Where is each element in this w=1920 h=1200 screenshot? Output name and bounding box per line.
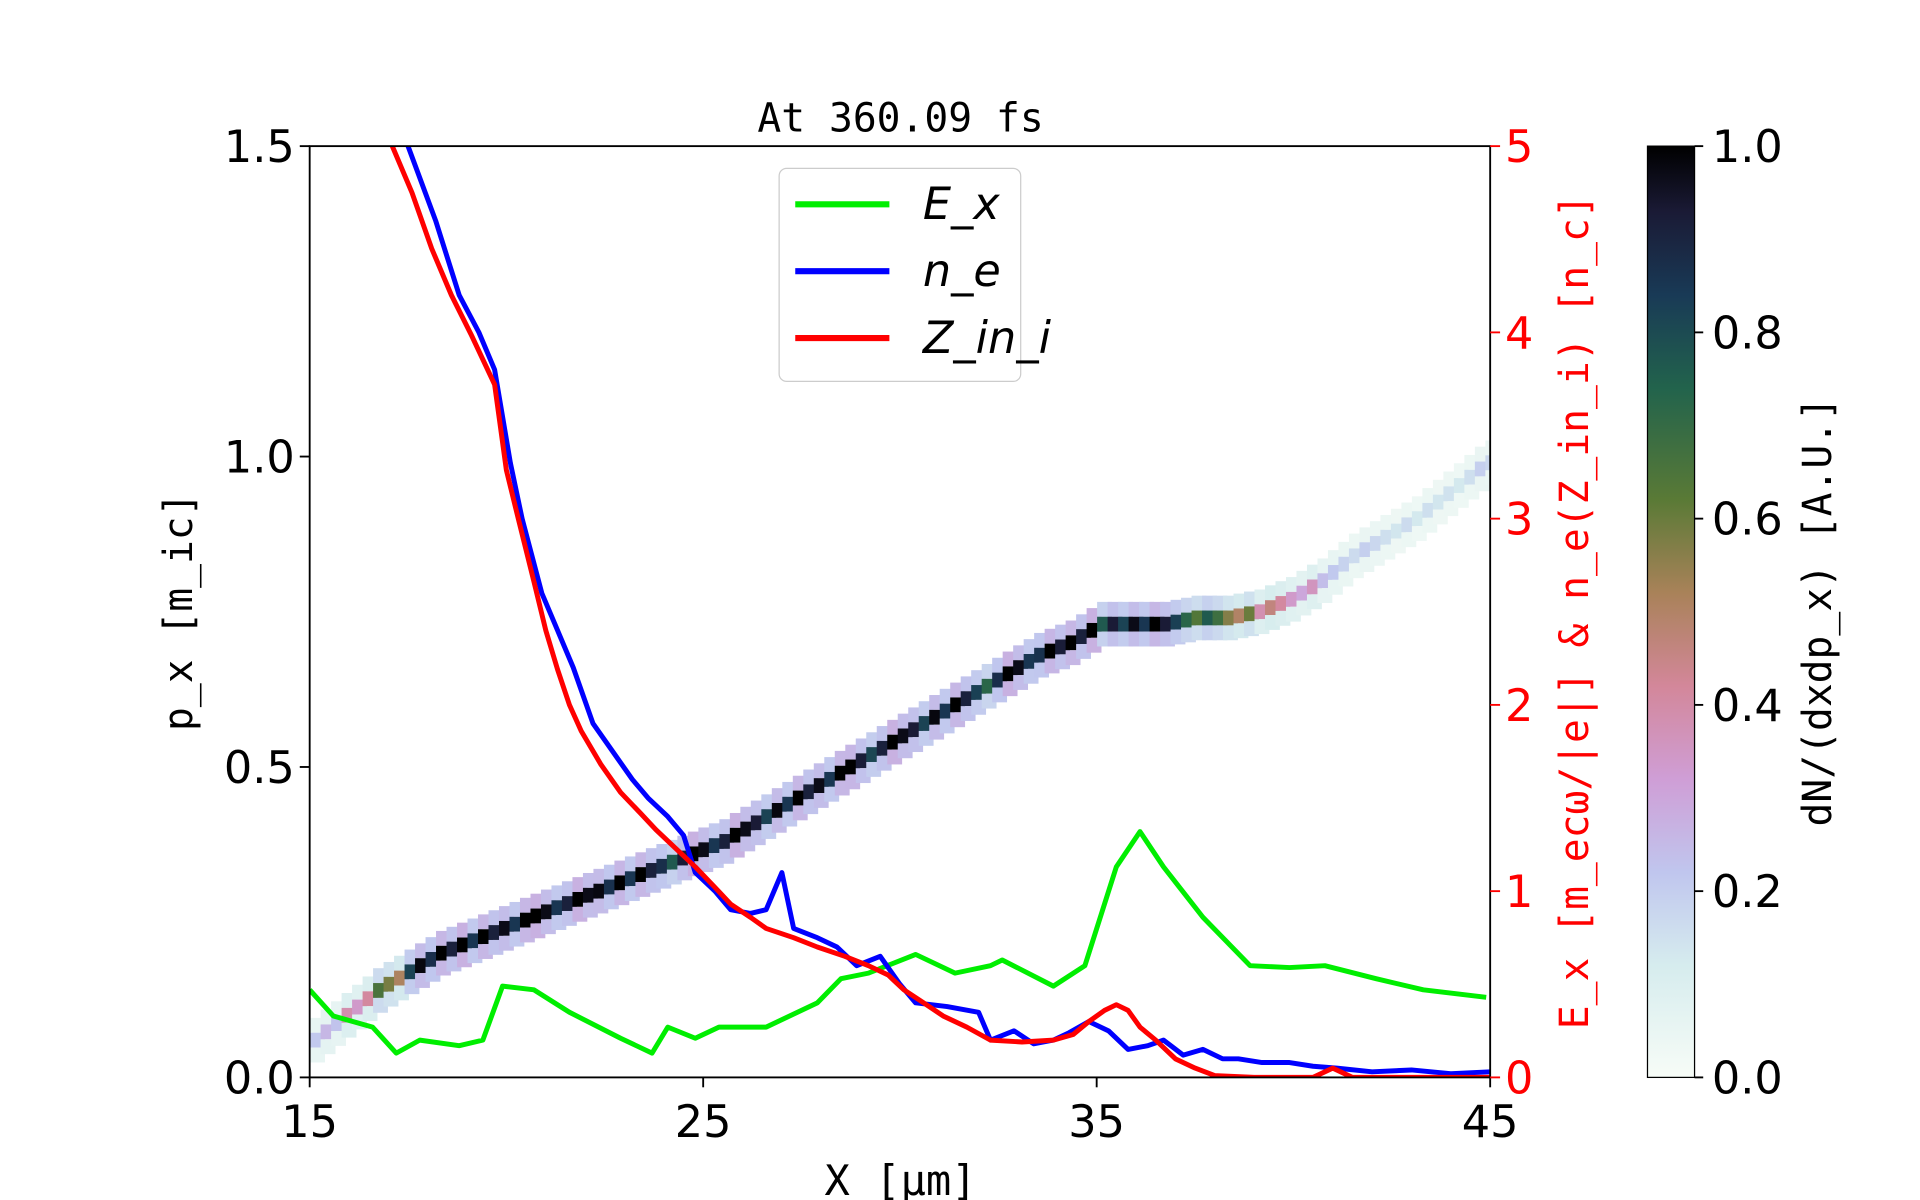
x-tick-label: 35 <box>1068 1096 1125 1148</box>
y-tick-label-right: 3 <box>1505 494 1533 546</box>
colorbar-tick-label: 0.6 <box>1712 494 1783 546</box>
x-tick-label: 25 <box>675 1096 732 1148</box>
axis-ticks: 15 25 35 450.00.51.01.50123450.00.20.40.60.… <box>224 121 1783 1148</box>
heatmap-cell <box>1485 455 1491 471</box>
colorbar-tick-label: 0.2 <box>1712 866 1783 918</box>
y-tick-label-right: 2 <box>1505 680 1533 732</box>
legend-label-zn: Z_in_i <box>922 312 1052 364</box>
heatmap-cell <box>1485 440 1491 456</box>
line-series <box>309 146 1491 1078</box>
x-tick-label: 15 <box>281 1096 338 1148</box>
colorbar <box>1646 145 1696 1079</box>
x-tick-label: 45 <box>1462 1096 1519 1148</box>
y-axis-label-right: E_x [m_ecω/|e|] & n_e(Z_in_i) [n_c] <box>1552 194 1598 1029</box>
plot-frame <box>308 145 1492 1079</box>
heatmap-cell <box>1496 449 1511 464</box>
colorbar-tick-label: 0.0 <box>1712 1053 1783 1105</box>
colorbar-tick-label: 0.8 <box>1712 307 1783 359</box>
y-tick-label-left: 0.5 <box>224 742 295 794</box>
legend-label-ne: n_e <box>923 245 1001 297</box>
colorbar-label: dN/(dxdp_x) [A.U.] <box>1795 397 1841 826</box>
series-line-ex <box>309 829 1487 1056</box>
colorbar-tick-label: 0.4 <box>1712 680 1783 732</box>
y-tick-label-right: 0 <box>1505 1053 1533 1105</box>
series-line-zn <box>390 146 1491 1078</box>
y-tick-label-right: 5 <box>1505 121 1533 173</box>
phase-space-heatmap <box>310 434 1511 1063</box>
y-tick-label-left: 1.0 <box>224 432 295 484</box>
series-line-ne <box>405 146 1491 1077</box>
y-tick-label-right: 4 <box>1505 307 1533 359</box>
y-tick-label-left: 0.0 <box>224 1053 295 1105</box>
y-tick-label-right: 1 <box>1505 866 1533 918</box>
heatmap-cell <box>1496 434 1511 449</box>
y-axis-label-left: p_x [m_ic] <box>156 492 202 731</box>
legend: E_x n_e Z_in_i <box>778 167 1052 383</box>
heatmap-cell <box>1485 470 1491 486</box>
chart-title: At 360.09 fs <box>757 95 1043 141</box>
legend-label-ex: E_x <box>923 178 1000 230</box>
heatmap-cell <box>1496 464 1511 479</box>
y-tick-label-left: 1.5 <box>224 121 295 173</box>
colorbar-tick-label: 1.0 <box>1712 121 1783 173</box>
x-axis-label: X [μm] <box>824 1156 976 1200</box>
